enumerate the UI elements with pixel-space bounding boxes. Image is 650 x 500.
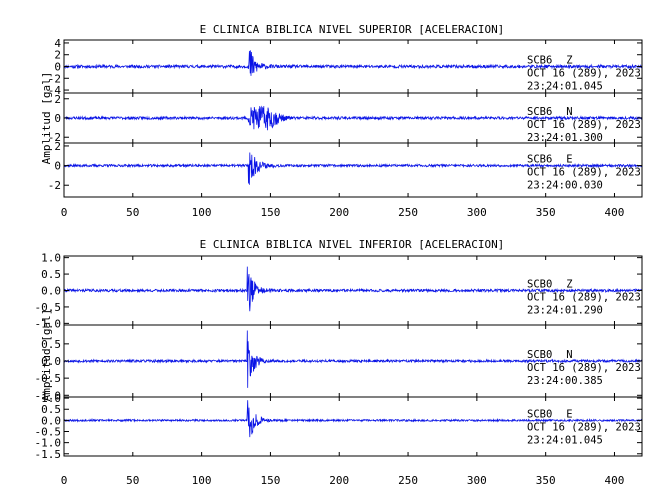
record-date: OCT 16 (289), 2023 xyxy=(527,119,641,131)
station-label: SCB6 E xyxy=(527,154,573,166)
station-code: SCB6 xyxy=(527,55,552,67)
record-date: OCT 16 (289), 2023 xyxy=(527,167,641,179)
station-code: SCB6 xyxy=(527,106,552,118)
y-tick-label: 0.0 xyxy=(41,285,61,298)
chart-title: E CLINICA BIBLICA NIVEL INFERIOR [ACELER… xyxy=(200,238,505,251)
y-tick-label: -2 xyxy=(48,72,61,85)
panel-nivel-superior: E CLINICA BIBLICA NIVEL SUPERIOR [ACELER… xyxy=(40,23,643,219)
x-tick-label: 100 xyxy=(192,206,212,219)
y-tick-label: 2 xyxy=(54,140,61,153)
y-tick-label: 0.5 xyxy=(41,338,61,351)
record-time: 23:24:01.045 xyxy=(527,81,603,93)
y-tick-label: 4 xyxy=(54,37,61,50)
chart-title: E CLINICA BIBLICA NIVEL SUPERIOR [ACELER… xyxy=(200,23,505,36)
x-tick-label: 300 xyxy=(467,206,487,219)
y-axis-label: Amplitud [gal] xyxy=(40,72,53,165)
y-tick-label: 2 xyxy=(54,49,61,62)
y-tick-label: 0 xyxy=(54,61,61,74)
station-component: N xyxy=(566,349,572,361)
y-tick-label: 1.0 xyxy=(41,252,61,265)
station-label: SCB0 Z xyxy=(527,279,573,291)
record-time: 23:24:00.385 xyxy=(527,375,603,387)
station-code: SCB6 xyxy=(527,154,552,166)
panel-nivel-inferior: E CLINICA BIBLICA NIVEL INFERIOR [ACELER… xyxy=(35,238,643,487)
station-code: SCB0 xyxy=(527,408,552,420)
y-tick-label: 0.5 xyxy=(41,403,61,416)
station-label: SCB0 N xyxy=(527,349,573,361)
station-label: SCB6 N xyxy=(527,106,573,118)
station-code: SCB0 xyxy=(527,279,552,291)
record-date: OCT 16 (289), 2023 xyxy=(527,421,641,433)
x-tick-label: 100 xyxy=(192,474,212,487)
x-tick-label: 0 xyxy=(61,206,68,219)
trace-frame xyxy=(63,396,643,457)
x-tick-label: 0 xyxy=(61,474,68,487)
x-tick-label: 50 xyxy=(126,206,139,219)
x-tick-label: 250 xyxy=(398,206,418,219)
record-time: 23:24:01.300 xyxy=(527,132,603,144)
record-date: OCT 16 (289), 2023 xyxy=(527,292,641,304)
x-tick-label: 250 xyxy=(398,474,418,487)
waveform-trace xyxy=(63,266,642,312)
record-date: OCT 16 (289), 2023 xyxy=(527,68,641,80)
y-tick-label: -4 xyxy=(48,84,62,97)
x-tick-label: 50 xyxy=(126,474,139,487)
station-component: E xyxy=(566,408,572,420)
y-tick-label: -0.5 xyxy=(35,426,62,439)
x-tick-label: 350 xyxy=(536,206,556,219)
station-component: N xyxy=(566,106,572,118)
y-tick-label: -1.0 xyxy=(35,317,62,330)
station-component: Z xyxy=(566,55,572,67)
trace-frame xyxy=(63,142,643,198)
station-component: Z xyxy=(566,279,572,291)
x-tick-label: 350 xyxy=(536,474,556,487)
x-tick-label: 200 xyxy=(329,474,349,487)
x-tick-label: 150 xyxy=(260,474,280,487)
y-tick-label: 0.0 xyxy=(41,355,61,368)
y-tick-label: 0.5 xyxy=(41,268,61,281)
x-tick-label: 200 xyxy=(329,206,349,219)
y-tick-label: -1.0 xyxy=(35,437,62,450)
record-time: 23:24:01.045 xyxy=(527,434,603,446)
station-label: SCB0 E xyxy=(527,408,573,420)
y-tick-label: 2 xyxy=(54,93,61,106)
waveform-trace xyxy=(63,152,643,185)
y-tick-label: 0 xyxy=(54,112,61,125)
y-tick-label: -0.5 xyxy=(35,301,62,314)
x-tick-label: 400 xyxy=(605,206,625,219)
waveform-trace xyxy=(63,330,643,388)
waveform-trace xyxy=(63,400,643,438)
waveform-trace xyxy=(63,50,643,76)
station-component: E xyxy=(566,154,572,166)
y-tick-label: -0.5 xyxy=(35,372,62,385)
station-label: SCB6 Z xyxy=(527,55,573,67)
y-tick-label: 0.0 xyxy=(41,414,61,427)
record-time: 23:24:01.290 xyxy=(527,305,603,317)
y-tick-label: 0 xyxy=(54,160,61,173)
waveform-trace xyxy=(63,105,643,131)
record-date: OCT 16 (289), 2023 xyxy=(527,362,641,374)
station-code: SCB0 xyxy=(527,349,552,361)
y-axis-label: Amplitud [gal] xyxy=(40,309,53,402)
y-tick-label: -2 xyxy=(48,131,61,144)
y-tick-label: 1.0 xyxy=(41,392,61,405)
x-tick-label: 400 xyxy=(605,474,625,487)
x-tick-label: 150 xyxy=(260,206,280,219)
y-tick-label: -2 xyxy=(48,179,61,192)
y-tick-label: -1.5 xyxy=(35,448,62,461)
y-tick-label: -1.0 xyxy=(35,389,62,402)
x-tick-label: 300 xyxy=(467,474,487,487)
record-time: 23:24:00.030 xyxy=(527,180,603,192)
